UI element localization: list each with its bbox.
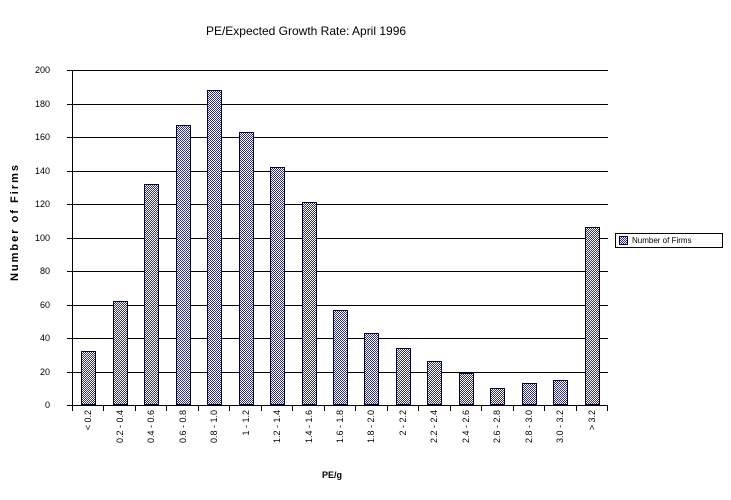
x-axis-tick (323, 406, 325, 411)
x-tick-label: 1.4 - 1.6 (303, 410, 314, 444)
x-axis-title: PE/g (321, 470, 342, 480)
x-tick-label: 1 - 1.2 (240, 410, 251, 436)
chart-title: PE/Expected Growth Rate: April 1996 (205, 24, 407, 38)
x-tick-label: 1.2 - 1.4 (272, 410, 283, 444)
x-tick-label: > 3.2 (586, 410, 597, 431)
x-axis-tick (229, 406, 231, 411)
x-axis-tick (260, 406, 262, 411)
x-tick-label: 3.0 - 3.2 (555, 410, 566, 444)
bar (207, 90, 223, 405)
x-axis-tick (292, 406, 294, 411)
bar (553, 379, 569, 405)
x-axis-tick (575, 406, 577, 411)
x-axis-tick (607, 406, 608, 411)
x-axis-tick (197, 406, 199, 411)
y-tick-label: 180 (34, 98, 50, 109)
y-tick-label: 40 (39, 333, 50, 343)
x-axis-tick (481, 406, 483, 411)
gridline (73, 204, 608, 205)
y-tick-label: 60 (39, 299, 50, 310)
x-axis-tick (355, 406, 357, 411)
legend-label: Number of Firms (632, 236, 692, 245)
gridline (73, 137, 608, 138)
y-axis-tick (67, 204, 72, 205)
y-tick-label: 100 (34, 232, 50, 243)
gridline (73, 304, 608, 306)
x-tick-label: 0.8 - 1.0 (209, 410, 220, 444)
y-tick-label: 80 (39, 266, 50, 276)
legend: Number of Firms (615, 233, 723, 248)
x-tick-label: 2.2 - 2.4 (429, 410, 440, 444)
bar (584, 227, 600, 405)
y-axis-tick (67, 170, 72, 172)
x-axis-tick (386, 406, 388, 411)
y-tick-label: 140 (34, 165, 50, 176)
bar (458, 373, 474, 405)
x-tick-label: 1.6 - 1.8 (335, 410, 345, 444)
y-tick-label: 160 (34, 132, 50, 142)
x-tick-label: 0.2 - 0.4 (114, 410, 125, 444)
bar (521, 383, 537, 405)
y-axis-tick (67, 371, 72, 373)
bar (81, 351, 97, 405)
bar (395, 348, 411, 405)
y-axis-tick (67, 103, 72, 105)
bar (144, 183, 160, 405)
bar (270, 167, 286, 405)
gridline (73, 271, 608, 272)
bar (490, 388, 506, 405)
x-axis-tick (72, 406, 73, 411)
x-tick-label: 0.4 - 0.6 (146, 410, 157, 444)
bar (364, 332, 380, 405)
gridline (73, 237, 608, 239)
bar (333, 309, 348, 405)
y-axis-tick (67, 338, 72, 339)
x-axis-tick (449, 406, 451, 411)
x-axis-tick (103, 406, 105, 411)
y-axis-tick (67, 405, 72, 406)
y-tick-label: 20 (39, 366, 50, 377)
gridline (73, 170, 608, 172)
x-tick-label: 0.6 - 0.8 (177, 410, 188, 444)
x-tick-label: 2.6 - 2.8 (492, 410, 503, 444)
y-axis-tick (67, 271, 72, 272)
x-tick-label: 2.4 - 2.6 (460, 410, 471, 444)
x-axis-tick (544, 406, 546, 411)
bar (238, 131, 254, 405)
gridline (73, 70, 608, 71)
x-tick-label: 2 - 2.2 (397, 410, 408, 436)
bar (301, 202, 317, 405)
y-axis-tick (67, 70, 72, 71)
y-tick-label: 200 (34, 65, 50, 75)
x-tick-label: 1.8 - 2.0 (366, 410, 377, 444)
bar (427, 361, 443, 405)
y-tick-label: 120 (34, 199, 50, 209)
x-axis-tick (134, 406, 136, 411)
x-axis-tick (418, 406, 420, 411)
y-axis-tick (67, 304, 72, 306)
x-tick-label: 2.8 - 3.0 (523, 410, 534, 444)
x-axis-tick (166, 406, 168, 411)
gridline (73, 103, 608, 105)
x-axis-tick (512, 406, 514, 411)
bar (112, 301, 128, 405)
y-axis-tick (67, 237, 72, 239)
y-tick-label: 0 (44, 400, 50, 410)
plot-area (72, 70, 608, 406)
x-tick-label: < 0.2 (83, 410, 94, 431)
bar (175, 125, 191, 405)
y-axis-tick (67, 137, 72, 138)
legend-swatch-icon (619, 236, 628, 245)
